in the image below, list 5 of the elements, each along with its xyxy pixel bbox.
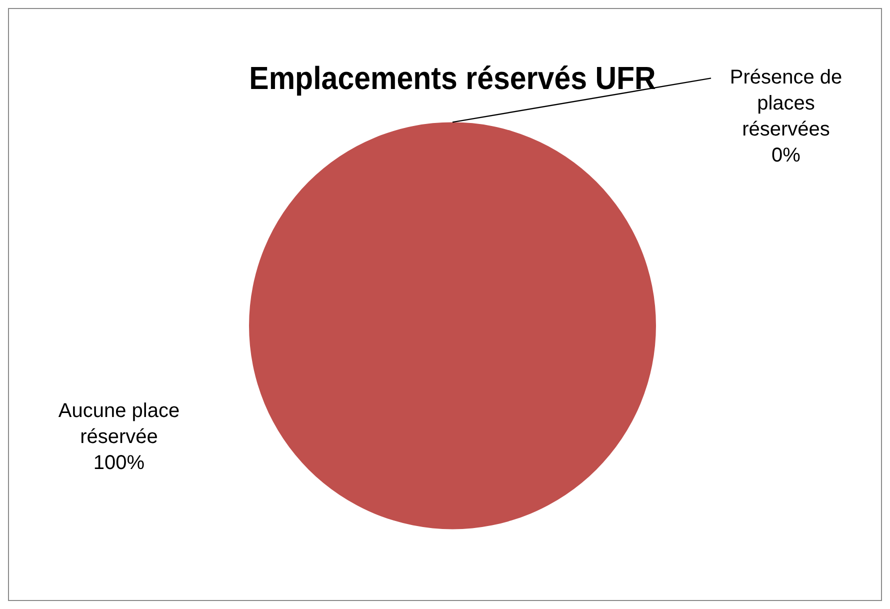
data-label: 100% xyxy=(93,452,145,474)
category-label: Présence de places réservées xyxy=(730,66,842,141)
text: 0% xyxy=(772,144,800,167)
slice-label: Aucune place réservée xyxy=(58,400,180,448)
chart-title: Emplacements réservés UFR xyxy=(249,60,656,96)
